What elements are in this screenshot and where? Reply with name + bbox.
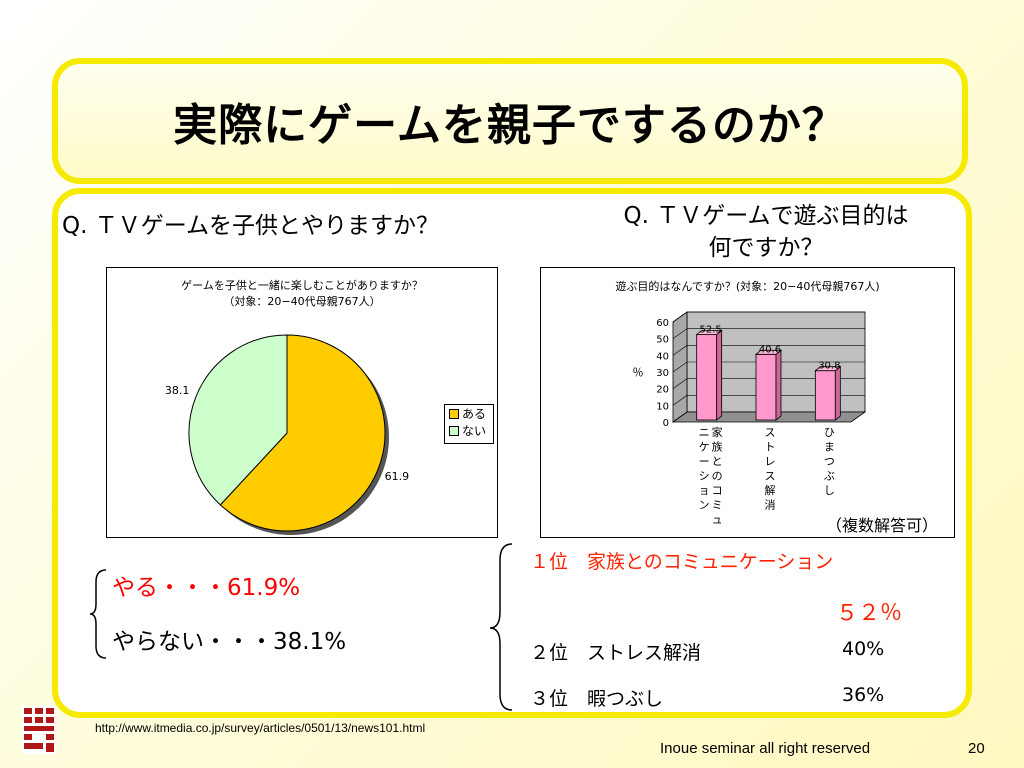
bar-gridline-2 [672, 378, 865, 389]
bar-y-tick-0: 0 [663, 418, 669, 429]
bar-data-label-2: 30.8 [818, 361, 840, 372]
footer-copyright: Inoue seminar all right reserved [660, 740, 871, 757]
bar-chart: 0102030405060％52.5家族とのコミュニケーション40.6ストレス解… [633, 311, 867, 526]
bar-category-label-2-0-1: ま [824, 441, 835, 454]
pie-legend: ある ない [444, 404, 494, 444]
title-panel: 実際にゲームを親子でするのか？ [52, 58, 968, 184]
bar-category-label-1-0-3: ス [765, 470, 776, 483]
bar-y-tick-3: 30 [656, 368, 669, 379]
rank-2-label: ２位 ストレス解消 [530, 642, 702, 664]
bar-gridline-5 [672, 328, 865, 339]
bar-category-label-0-1-3: シ [699, 470, 710, 483]
bar-chart-frame: 遊ぶ目的はなんですか？(対象：20−40代母親767人) 0 10 20 30 40 50… [540, 267, 955, 538]
multi-answer-note: （複数解答可） [826, 516, 939, 535]
bar-category-label-2-0-3: ぶ [824, 470, 835, 483]
seminar-logo-icon [22, 706, 56, 754]
bar-category-label-0-1-4: ョ [699, 484, 710, 497]
bar-data-label-0: 52.5 [700, 325, 722, 336]
bar-category-label-0-0-0: 家 [712, 425, 723, 439]
slide-title: 実際にゲームを親子でするのか？ [173, 100, 847, 151]
bar-category-label-0-0-1: 族 [712, 440, 723, 454]
bar-y-tick-2: 20 [656, 385, 669, 396]
bar-side-0 [716, 329, 723, 421]
bar-front-1 [755, 353, 777, 421]
legend-label-yes: ある [462, 407, 487, 421]
bar-gridline-1 [672, 395, 865, 406]
bar-category-label-1-0-5: 消 [765, 498, 776, 512]
rank-3-label: ３位 暇つぶし [530, 688, 664, 710]
question-2-line-2: 何ですか？ [708, 235, 824, 261]
legend-swatch-yes [449, 408, 459, 419]
bar-category-label-1-0-2: レ [765, 455, 776, 468]
bar-side-2 [834, 365, 841, 421]
bar-category-label-2-0-4: し [824, 484, 835, 497]
left-brace-icon [89, 569, 107, 659]
right-brace-icon [489, 543, 513, 711]
rank-1-value: ５２％ [836, 601, 903, 626]
answer-yes: やる・・・61.9% [112, 575, 301, 601]
pie-chart-title-line-1: ゲームを子供と一緒に楽しむことがありますか？ [181, 279, 423, 292]
pie-data-label-1: 38.1 [165, 384, 190, 397]
bar-category-label-2-0-0: ひ [824, 426, 835, 439]
pie-chart-title-line-2: （対象：20−40代母親767人） [223, 295, 381, 308]
bar-category-label-0-1-0: ニ [699, 426, 710, 439]
bar-top-0 [695, 330, 723, 335]
bar-y-tick-5: 50 [656, 335, 669, 346]
pie-chart-title: ゲームを子供と一緒に楽しむことがありますか？ （対象：20−40代母親767人） [107, 278, 497, 310]
rank-3-value: 36% [842, 684, 885, 706]
question-1: Q. ＴＶゲームを子供とやりますか？ [62, 213, 440, 239]
answer-no: やらない・・・38.1% [112, 629, 347, 655]
rank-2-value: 40% [842, 638, 885, 660]
bar-category-label-0-1-5: ン [699, 499, 710, 512]
bar-y-axis-label: ％ [633, 366, 644, 379]
legend-label-no: ない [462, 424, 487, 438]
bar-category-label-0-1-2: ー [699, 455, 710, 468]
legend-item-yes: ある [445, 405, 493, 422]
bar-side-1 [775, 349, 782, 421]
bar-category-label-2-0-2: つ [824, 455, 835, 468]
bar-gridline-4 [672, 345, 865, 356]
bar-category-label-0-0-4: コ [712, 484, 723, 497]
legend-item-no: ない [445, 422, 493, 439]
question-2: Q. ＴＶゲームで遊ぶ目的は 何ですか？ [586, 200, 946, 264]
bar-category-label-1-0-0: ス [765, 426, 776, 439]
bar-category-label-0-0-3: の [712, 470, 723, 483]
pie-chart-frame: ゲームを子供と一緒に楽しむことがありますか？ （対象：20−40代母親767人）… [106, 267, 498, 538]
pie-chart: 61.9 38.1 [165, 334, 410, 535]
bar-category-label-1-0-1: ト [765, 441, 776, 454]
pie-data-label-0: 61.9 [385, 470, 410, 483]
bar-front-2 [814, 370, 836, 421]
rank-1-label: １位 家族とのコミュニケーション [530, 551, 834, 573]
pie-slice-1 [188, 334, 288, 506]
source-link[interactable]: http://www.itmedia.co.jp/survey/articles… [95, 721, 426, 735]
bar-top-1 [754, 349, 783, 355]
page-number: 20 [968, 740, 985, 757]
bar-top-2 [814, 366, 842, 372]
question-2-line-1: Q. ＴＶゲームで遊ぶ目的は [623, 203, 909, 229]
bar-y-tick-4: 40 [656, 351, 669, 362]
bar-category-label-0-1-1: ケ [699, 441, 710, 454]
bar-category-label-0-0-2: と [712, 455, 723, 468]
bar-front-0 [696, 334, 718, 421]
bar-y-tick-1: 10 [656, 401, 669, 412]
bar-category-label-1-0-4: 解 [765, 483, 776, 497]
bar-y-tick-6: 60 [656, 318, 669, 329]
bar-category-label-0-0-5: ミ [712, 499, 723, 512]
bar-chart-title: 遊ぶ目的はなんですか？(対象：20−40代母親767人) [615, 280, 880, 293]
legend-swatch-no [449, 425, 459, 436]
bar-gridline-3 [672, 361, 865, 373]
bar-category-label-0-0-6: ュ [712, 513, 723, 526]
bar-data-label-1: 40.6 [759, 344, 781, 355]
pie-slice-0 [219, 334, 386, 532]
bar-gridline-6 [672, 311, 865, 323]
